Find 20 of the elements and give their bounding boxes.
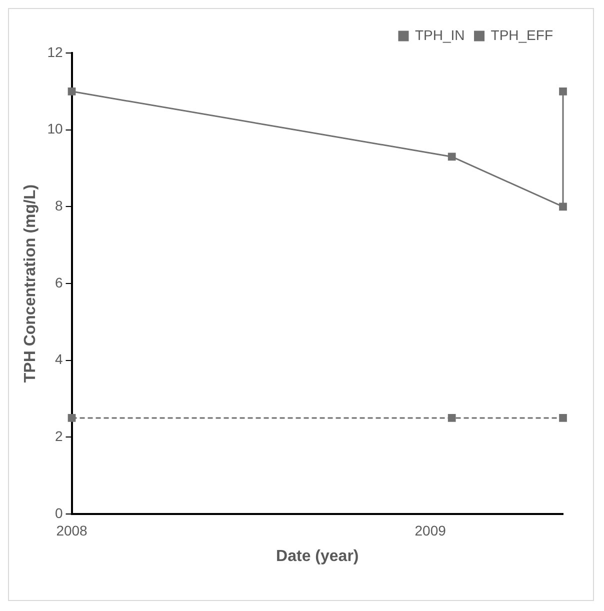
x-axis-title: Date (year) — [276, 548, 359, 565]
point — [448, 152, 456, 161]
legend-label: TPH_IN — [414, 26, 465, 43]
x-tick-label: 2009 — [414, 522, 446, 538]
y-tick-label: 0 — [54, 504, 63, 521]
y-tick-label: 6 — [54, 274, 63, 290]
y-tick-label: 4 — [54, 351, 63, 368]
y-tick-label: 12 — [47, 44, 63, 60]
point — [559, 202, 567, 211]
y-tick-label: 8 — [54, 198, 63, 214]
point — [448, 414, 456, 422]
point — [68, 414, 76, 422]
y-axis-title: TPH Concentration (mg/L) — [22, 184, 40, 383]
y-tick-label: 10 — [47, 120, 63, 137]
legend-label: TPH_EFF — [490, 26, 554, 43]
point — [68, 87, 76, 96]
point — [559, 87, 567, 96]
x-tick-label: 2008 — [56, 522, 88, 538]
point — [559, 414, 567, 422]
y-tick-label: 2 — [54, 428, 63, 444]
